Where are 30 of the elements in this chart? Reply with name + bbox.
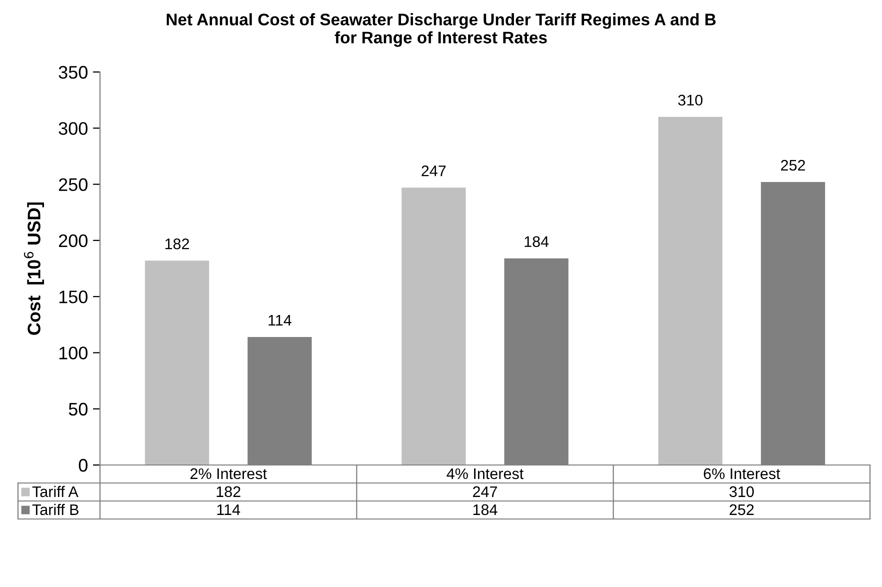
x-tick-label: 4% Interest: [446, 468, 524, 480]
y-tick-label: 350: [58, 66, 88, 79]
bar: [144, 260, 210, 465]
x-tick-label: 2% Interest: [190, 468, 267, 480]
text: 247: [473, 486, 497, 497]
text: 114: [217, 504, 240, 515]
y-tick-label: 100: [59, 346, 88, 360]
data-label: 184: [524, 236, 549, 248]
y-tick-label: 200: [58, 234, 88, 248]
y-tick-label: 50: [68, 402, 88, 416]
text: 182: [216, 486, 240, 498]
y-tick-label: 300: [58, 122, 88, 135]
y-tick-label: 0: [78, 458, 88, 472]
x-tick-label: 6% Interest: [704, 468, 780, 480]
text: 184: [473, 504, 498, 516]
data-label: 114: [268, 314, 292, 326]
bar: [658, 116, 722, 465]
bar: [402, 188, 466, 465]
y-axis-title: Cost [10$^{6}$ USD]: [24, 202, 44, 335]
data-label: 182: [165, 238, 189, 250]
legend-label: Tariff B: [32, 504, 78, 516]
data-label: 252: [781, 160, 805, 171]
chart-title: Net Annual Cost of Seawater Discharge Under Tariff Regimes A and B for Range of Interest Rates: [166, 13, 716, 47]
data-label: 310: [678, 94, 702, 106]
y-tick-label: 250: [58, 178, 88, 192]
legend-label: Tariff A: [32, 486, 78, 498]
y-tick-label: 150: [59, 290, 88, 304]
text: 310: [730, 486, 754, 498]
data-label: 247: [422, 165, 446, 176]
text: 252: [730, 504, 754, 516]
